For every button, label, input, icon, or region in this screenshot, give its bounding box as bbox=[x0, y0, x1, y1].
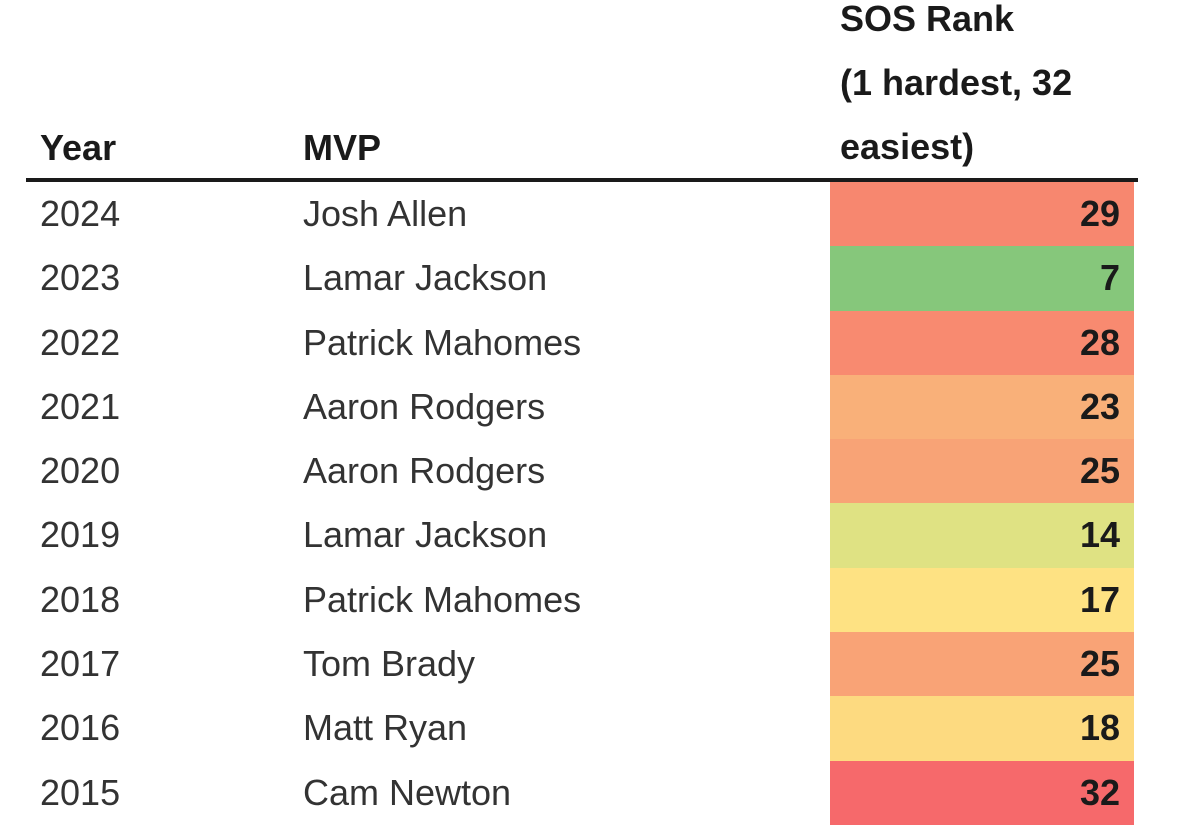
cell-mvp: Aaron Rodgers bbox=[303, 385, 546, 427]
cell-mvp: Lamar Jackson bbox=[303, 514, 548, 556]
table-row: 2018 Patrick Mahomes 17 bbox=[26, 567, 1138, 633]
cell-year: 2018 bbox=[40, 578, 121, 620]
cell-year: 2016 bbox=[40, 707, 121, 749]
table-row: 2024 Josh Allen 29 bbox=[26, 182, 1138, 247]
cell-sos-rank: 25 bbox=[830, 632, 1134, 697]
table-header: Year MVP SOS Rank (1 hardest, 32 easiest… bbox=[26, 0, 1138, 182]
cell-year: 2022 bbox=[40, 321, 121, 363]
table-row: 2023 Lamar Jackson 7 bbox=[26, 246, 1138, 311]
header-divider bbox=[26, 178, 1138, 182]
cell-year: 2021 bbox=[40, 385, 121, 427]
table-row: 2021 Aaron Rodgers 23 bbox=[26, 374, 1138, 440]
cell-sos-rank: 25 bbox=[830, 439, 1134, 504]
cell-sos-rank: 7 bbox=[830, 246, 1134, 311]
cell-sos-rank: 28 bbox=[830, 310, 1134, 375]
cell-year: 2023 bbox=[40, 257, 121, 299]
table-row: 2022 Patrick Mahomes 28 bbox=[26, 310, 1138, 375]
cell-sos-rank: 14 bbox=[830, 503, 1134, 568]
cell-sos-rank: 32 bbox=[830, 760, 1134, 825]
table-body: 2024 Josh Allen 29 2023 Lamar Jackson 7 2022 Pa… bbox=[26, 182, 1138, 825]
header-sos-line-2: (1 hardest, 32 bbox=[840, 62, 1073, 103]
cell-mvp: Matt Ryan bbox=[303, 707, 468, 749]
cell-mvp: Josh Allen bbox=[303, 193, 468, 234]
table-row: 2016 Matt Ryan 18 bbox=[26, 696, 1138, 761]
cell-sos-rank: 23 bbox=[830, 374, 1134, 440]
cell-year: 2024 bbox=[40, 193, 121, 234]
header-sos-line-3: easiest) bbox=[840, 126, 975, 167]
cell-mvp: Patrick Mahomes bbox=[303, 578, 582, 620]
cell-sos-rank: 29 bbox=[830, 182, 1134, 247]
cell-mvp: Aaron Rodgers bbox=[303, 450, 546, 492]
cell-mvp: Tom Brady bbox=[303, 643, 476, 685]
cell-mvp: Lamar Jackson bbox=[303, 257, 548, 299]
header-sos-line-1: SOS Rank bbox=[840, 0, 1015, 39]
cell-mvp: Patrick Mahomes bbox=[303, 321, 582, 363]
cell-year: 2017 bbox=[40, 643, 121, 685]
cell-year: 2015 bbox=[40, 771, 121, 813]
table-row: 2020 Aaron Rodgers 25 bbox=[26, 439, 1138, 504]
header-sos-rank: SOS Rank (1 hardest, 32 easiest) bbox=[840, 0, 1072, 179]
header-year: Year bbox=[40, 127, 117, 168]
cell-mvp: Cam Newton bbox=[303, 771, 512, 813]
mvp-sos-table: Year MVP SOS Rank (1 hardest, 32 easiest… bbox=[26, 0, 1138, 825]
cell-sos-rank: 17 bbox=[830, 567, 1134, 633]
cell-sos-rank: 18 bbox=[830, 696, 1134, 761]
table-row: 2017 Tom Brady 25 bbox=[26, 632, 1138, 697]
header-mvp: MVP bbox=[303, 127, 382, 168]
table-row: 2019 Lamar Jackson 14 bbox=[26, 503, 1138, 568]
table-row: 2015 Cam Newton 32 bbox=[26, 760, 1138, 825]
cell-year: 2019 bbox=[40, 514, 121, 556]
cell-year: 2020 bbox=[40, 450, 121, 492]
